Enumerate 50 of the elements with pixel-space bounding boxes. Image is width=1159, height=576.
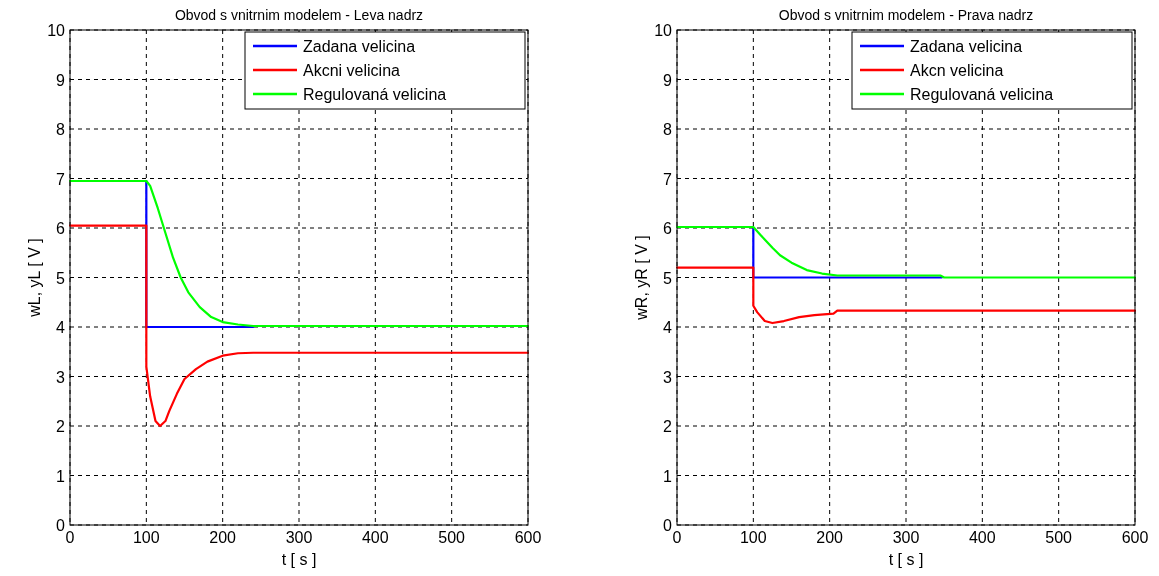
legend-label: Regulovaná velicina [910, 86, 1054, 103]
y-tick-label: 4 [663, 319, 673, 336]
y-axis-title: wR, yR [ V ] [633, 235, 650, 321]
x-tick-label: 400 [968, 529, 996, 546]
y-tick-label: 4 [56, 319, 66, 336]
y-tick-label: 7 [663, 170, 673, 188]
y-tick-label: 8 [663, 121, 673, 138]
y-tick-label: 9 [663, 71, 673, 89]
y-tick-label: 10 [654, 22, 673, 39]
y-tick-label: 1 [663, 467, 673, 485]
y-tick-label: 0 [56, 517, 66, 534]
legend-label: Zadana velicina [910, 38, 1023, 55]
y-tick-label: 2 [56, 418, 66, 435]
y-tick-label: 2 [663, 418, 673, 435]
x-tick-label: 500 [1045, 529, 1073, 546]
legend-label: Akcni velicina [303, 62, 401, 79]
y-tick-label: 8 [56, 121, 66, 138]
line-series [68, 224, 530, 428]
x-tick-label: 600 [514, 529, 542, 546]
line-series [675, 225, 1137, 279]
x-tick-label: 100 [739, 529, 767, 546]
y-tick-label: 5 [663, 269, 673, 287]
legend-label: Akcn velicina [910, 62, 1004, 79]
y-tick-label: 7 [56, 170, 66, 188]
x-tick-label: 100 [132, 529, 160, 546]
y-tick-label: 10 [47, 22, 66, 39]
line-series [68, 179, 530, 328]
line-series [675, 266, 1137, 325]
x-axis-title: t [ s ] [888, 551, 924, 568]
y-tick-label: 3 [56, 368, 66, 386]
x-tick-label: 600 [1121, 529, 1149, 546]
y-tick-label: 6 [56, 220, 66, 237]
y-tick-label: 5 [56, 269, 66, 287]
x-axis-title: t [ s ] [281, 551, 317, 568]
y-tick-label: 0 [663, 517, 673, 534]
legend-label: Zadana velicina [303, 38, 416, 55]
legend-label: Regulovaná velicina [303, 86, 447, 103]
y-tick-label: 1 [56, 467, 66, 485]
x-tick-label: 400 [361, 529, 389, 546]
x-tick-label: 500 [438, 529, 466, 546]
x-tick-label: 300 [892, 529, 920, 546]
chart-title: Obvod s vnitrnim modelem - Leva nadrz [174, 7, 424, 23]
x-tick-label: 200 [816, 529, 844, 546]
y-axis-title: wL, yL [ V ] [26, 238, 43, 318]
x-tick-label: 300 [285, 529, 313, 546]
y-tick-label: 3 [663, 368, 673, 386]
y-tick-label: 9 [56, 71, 66, 89]
y-tick-label: 6 [663, 220, 673, 237]
chart-title: Obvod s vnitrnim modelem - Prava nadrz [778, 7, 1034, 23]
x-tick-label: 200 [209, 529, 237, 546]
